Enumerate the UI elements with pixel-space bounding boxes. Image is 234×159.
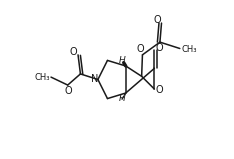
Text: O: O (65, 86, 72, 96)
Text: O: O (154, 15, 161, 25)
Text: O: O (155, 44, 163, 53)
Text: O: O (156, 85, 163, 95)
Text: N: N (91, 75, 98, 84)
Text: CH₃: CH₃ (181, 45, 197, 54)
Text: CH₃: CH₃ (35, 73, 50, 82)
Text: O: O (69, 48, 77, 57)
Text: O: O (137, 44, 144, 54)
Text: H: H (119, 56, 126, 65)
Text: H: H (119, 94, 126, 103)
